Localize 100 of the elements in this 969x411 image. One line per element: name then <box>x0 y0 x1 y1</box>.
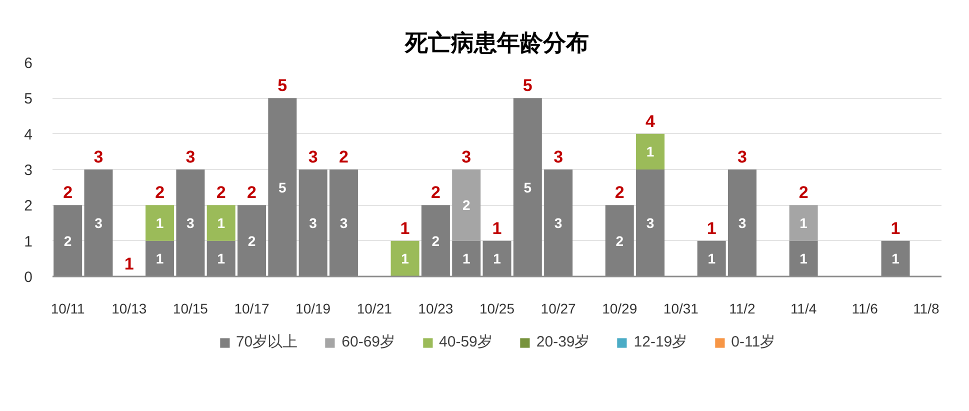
bar <box>206 205 236 241</box>
bar <box>176 170 205 276</box>
x-tick-label: 11/2 <box>729 300 756 316</box>
data-label: 3 <box>340 215 348 231</box>
data-label: 1 <box>892 250 900 267</box>
bar <box>452 170 481 241</box>
data-label: 3 <box>94 215 103 231</box>
data-label: 3 <box>738 215 746 231</box>
bar <box>146 205 174 241</box>
x-tick-label: 10/23 <box>418 300 454 316</box>
total-label: 3 <box>554 148 564 166</box>
chart-title: 死亡病患年龄分布 <box>404 30 589 56</box>
total-label: 1 <box>890 218 900 238</box>
text: 1 <box>124 254 134 274</box>
total-label: 3 <box>308 148 318 166</box>
x-tick-label: 10/21 <box>356 300 392 316</box>
total-label: 5 <box>522 76 532 96</box>
x-tick-label: 10/27 <box>540 300 576 316</box>
legend-label: 20-39岁 <box>536 332 590 352</box>
x-tick-label: 10/11 <box>50 300 86 316</box>
bar <box>390 240 420 276</box>
bar <box>728 170 756 276</box>
bar <box>697 240 726 276</box>
data-label: 1 <box>156 250 164 267</box>
total-label: 5 <box>278 76 288 96</box>
bar <box>881 240 910 276</box>
y-tick-label: 4 <box>24 126 32 144</box>
data-label: 1 <box>646 144 654 160</box>
legend-label: 12-19岁 <box>634 332 688 352</box>
y-tick-label: 1 <box>24 233 32 250</box>
total-label: 3 <box>186 148 196 166</box>
bar <box>146 240 174 276</box>
x-tick-label: 10/31 <box>663 300 699 316</box>
total-label: 2 <box>614 183 624 202</box>
total-label: 2 <box>798 183 808 202</box>
bar <box>544 170 573 276</box>
data-label: 1 <box>217 215 226 231</box>
total-label: 1 <box>706 218 716 238</box>
data-label: 1 <box>708 250 716 267</box>
data-label: 3 <box>186 215 195 231</box>
data-label: 2 <box>462 197 470 214</box>
x-tick-label: 10/17 <box>234 300 270 316</box>
total-label: 1 <box>400 218 410 238</box>
data-label: 5 <box>524 179 532 196</box>
y-tick-label: 5 <box>24 90 32 108</box>
data-label: 5 <box>278 179 287 196</box>
data-label: 3 <box>646 215 654 231</box>
bar <box>452 240 481 276</box>
y-tick-label: 6 <box>24 55 32 72</box>
total-label: 2 <box>155 183 165 202</box>
legend-label: 40-59岁 <box>439 332 492 352</box>
bar <box>421 205 450 276</box>
legend-label: 60-69岁 <box>342 332 396 352</box>
bar <box>636 170 665 276</box>
x-tick-label: 10/25 <box>479 300 515 316</box>
data-label: 1 <box>800 250 808 267</box>
bar <box>238 205 266 276</box>
data-label: 2 <box>432 232 440 249</box>
data-label: 1 <box>156 215 164 231</box>
x-tick-label: 10/15 <box>172 300 208 316</box>
x-tick-label: 11/6 <box>852 300 878 316</box>
data-label: 1 <box>217 250 226 267</box>
bar <box>268 98 297 276</box>
y-tick-label: 3 <box>24 162 32 179</box>
total-label: 3 <box>94 148 104 166</box>
bar <box>513 98 542 276</box>
legend-label: 0-11岁 <box>731 332 776 352</box>
total-label: 2 <box>216 183 226 202</box>
total-label: 3 <box>738 148 747 166</box>
total-label: 3 <box>462 148 472 166</box>
data-label: 2 <box>616 232 624 249</box>
x-tick-label: 11/8 <box>913 300 940 316</box>
total-label: 2 <box>247 183 256 202</box>
bar <box>605 205 634 276</box>
total-label: 2 <box>338 148 348 166</box>
bar <box>54 205 82 276</box>
total-label: 2 <box>430 183 440 202</box>
bar <box>789 240 818 276</box>
bar <box>329 170 358 276</box>
data-label: 1 <box>800 215 808 231</box>
legend-label: 70岁以上 <box>236 332 298 352</box>
data-label: 3 <box>554 215 562 231</box>
data-label: 1 <box>462 250 470 267</box>
y-tick-label: 2 <box>24 198 32 215</box>
x-tick-label: 10/19 <box>296 300 331 316</box>
total-label: 4 <box>646 112 656 131</box>
x-tick-label: 10/13 <box>112 300 147 316</box>
data-label: 2 <box>64 232 72 249</box>
bar <box>298 170 328 276</box>
data-label: 3 <box>309 215 318 231</box>
bar <box>84 170 113 276</box>
bar <box>206 240 236 276</box>
data-label: 1 <box>493 250 502 267</box>
x-tick-label: 11/4 <box>790 300 817 316</box>
data-label: 2 <box>248 232 256 249</box>
bar <box>636 134 665 170</box>
total-label: 2 <box>63 183 73 202</box>
y-tick-label: 0 <box>24 269 32 286</box>
x-tick-label: 10/29 <box>602 300 638 316</box>
total-label: 1 <box>492 218 502 238</box>
